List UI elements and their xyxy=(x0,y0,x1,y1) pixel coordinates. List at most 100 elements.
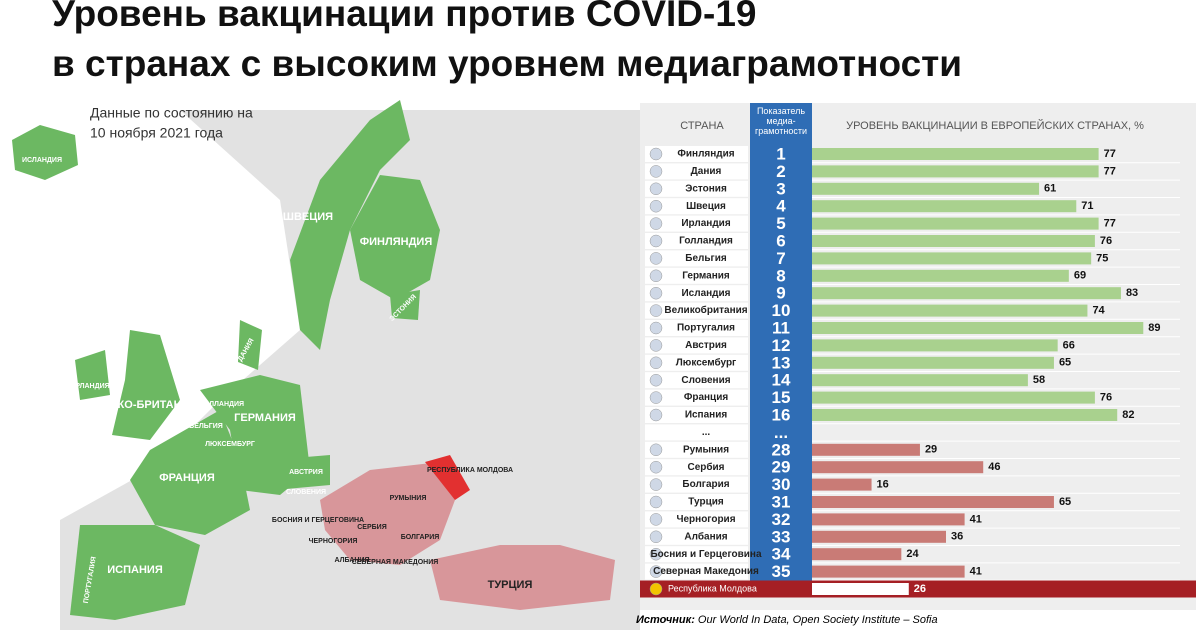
rank-label: 14 xyxy=(772,371,791,390)
bar xyxy=(812,461,984,474)
country-shape xyxy=(70,525,200,620)
bar xyxy=(812,548,902,561)
bar xyxy=(812,409,1118,421)
row-background xyxy=(645,250,748,267)
row-background xyxy=(645,476,748,493)
flag xyxy=(649,339,663,352)
map xyxy=(12,100,640,630)
category-label: Португалия xyxy=(677,323,735,334)
map-label: БЕЛЬГИЯ xyxy=(189,423,223,430)
category-label: Албания xyxy=(684,530,727,542)
row-background xyxy=(645,267,748,284)
flag xyxy=(649,495,663,509)
map-label: ВЕЛИКО-БРИТАНИЯ xyxy=(87,399,198,411)
value-label: 29 xyxy=(925,444,937,456)
flag xyxy=(649,443,663,457)
column-header: СТРАНА xyxy=(680,120,724,132)
map-label: ГЕРМАНИЯ xyxy=(234,412,296,424)
bar xyxy=(812,391,1095,404)
map-label: ЧЕРНОГОРИЯ xyxy=(309,538,358,545)
value-label: 16 xyxy=(877,479,889,491)
rank-label: 12 xyxy=(772,336,791,355)
map-label: ЛЮКСЕМБУРГ xyxy=(205,441,255,448)
row-background xyxy=(645,163,748,180)
flag xyxy=(649,582,663,596)
country-shape xyxy=(12,125,78,180)
flag xyxy=(649,460,663,474)
rank-label: 2 xyxy=(776,162,785,181)
map-label: АЛБАНИЯ xyxy=(335,557,370,564)
row-background xyxy=(645,320,748,336)
category-label: ... xyxy=(702,427,711,438)
value-label: 58 xyxy=(1033,374,1045,386)
map-label: ТУРЦИЯ xyxy=(488,579,533,591)
bar xyxy=(812,304,1088,317)
country-shape xyxy=(270,455,330,490)
flag xyxy=(649,182,663,196)
row-background xyxy=(645,389,748,406)
flag xyxy=(649,530,663,544)
rank-label: 1 xyxy=(776,144,785,163)
rank-label: 29 xyxy=(772,458,791,477)
rank-label: 7 xyxy=(776,249,785,268)
value-label: 41 xyxy=(970,566,982,578)
map-label: ШВЕЦИЯ xyxy=(283,211,333,223)
rank-label: 35 xyxy=(772,562,791,581)
flag xyxy=(649,321,663,335)
row-background xyxy=(645,198,748,215)
value-label: 76 xyxy=(1100,235,1112,247)
column-header: УРОВЕНЬ ВАКЦИНАЦИИ В ЕВРОПЕЙСКИХ СТРАНАХ… xyxy=(846,119,1144,132)
rank-label: 31 xyxy=(772,492,791,511)
value-label: 89 xyxy=(1148,322,1160,334)
rank-label: 30 xyxy=(772,475,791,494)
value-label: 75 xyxy=(1096,252,1108,264)
category-label: Дания xyxy=(691,166,722,177)
value-label: 65 xyxy=(1059,496,1071,508)
map-label: РУМЫНИЯ xyxy=(390,495,427,502)
rank-label: 8 xyxy=(776,266,785,285)
bar xyxy=(812,339,1058,352)
bar xyxy=(812,583,909,595)
row-background xyxy=(645,528,748,545)
bar xyxy=(812,565,965,578)
flag xyxy=(649,478,663,491)
rank-label: 10 xyxy=(772,301,791,320)
category-label: Северная Македония xyxy=(653,566,759,577)
row-background xyxy=(645,407,748,423)
rank-label: 3 xyxy=(776,179,785,198)
flag xyxy=(649,373,663,387)
flag xyxy=(649,147,663,161)
row-background xyxy=(645,233,748,249)
flag xyxy=(649,234,663,248)
bar xyxy=(812,200,1077,213)
category-label: Франция xyxy=(684,392,729,403)
bar xyxy=(812,530,946,543)
country-shape xyxy=(112,330,180,440)
country-shape xyxy=(320,462,455,565)
category-label: Босния и Герцеговина xyxy=(650,549,761,560)
category-label: Бельгия xyxy=(685,253,727,264)
category-label: Черногория xyxy=(676,514,735,525)
value-label: 77 xyxy=(1104,165,1116,177)
rank-label: 32 xyxy=(772,510,791,529)
bar xyxy=(812,182,1040,195)
map-label: БОЛГАРИЯ xyxy=(401,534,440,541)
flag xyxy=(649,408,663,422)
flag xyxy=(649,391,663,404)
flag xyxy=(649,269,663,283)
category-label: Исландия xyxy=(681,288,730,299)
row-background xyxy=(645,146,748,162)
source: Источник: Our World In Data, Open Societ… xyxy=(636,614,938,626)
flag xyxy=(649,199,663,213)
value-label: 46 xyxy=(988,461,1000,473)
map-label: АВСТРИЯ xyxy=(289,469,323,476)
row-background xyxy=(645,511,748,528)
rank-label: 11 xyxy=(772,318,790,337)
country-shape xyxy=(425,455,470,500)
value-label: 77 xyxy=(1104,148,1116,160)
map-label: СЛОВЕНИЯ xyxy=(286,489,326,496)
category-label: Республика Молдова xyxy=(668,583,757,593)
rank-column xyxy=(750,103,812,582)
category-label: Испания xyxy=(685,410,728,421)
bar xyxy=(812,478,872,491)
